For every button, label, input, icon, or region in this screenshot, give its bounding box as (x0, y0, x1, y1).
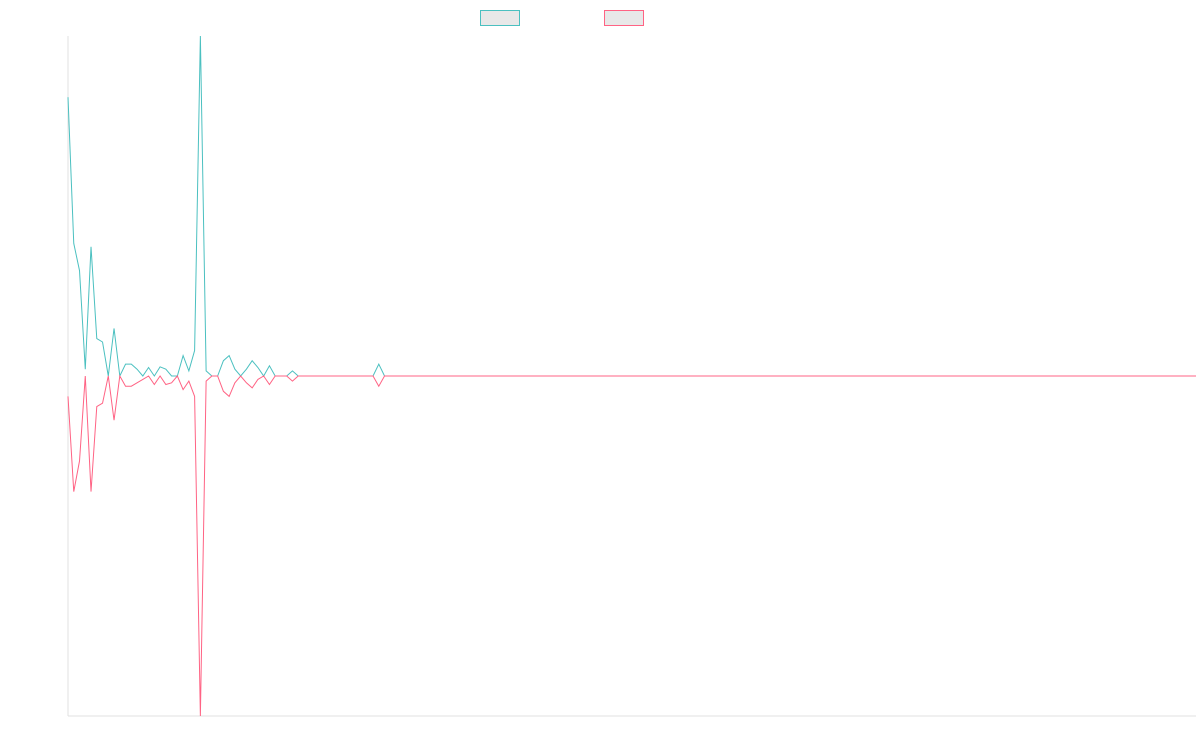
series-layer (67, 35, 1196, 717)
legend-swatch-series-b (604, 10, 644, 26)
series-line-b (67, 374, 1196, 717)
legend-item-series-b[interactable] (604, 9, 650, 27)
legend-item-series-a[interactable] (480, 9, 526, 27)
series-line-a (67, 35, 1196, 378)
legend-swatch-series-a (480, 10, 520, 26)
legend (0, 9, 1200, 27)
